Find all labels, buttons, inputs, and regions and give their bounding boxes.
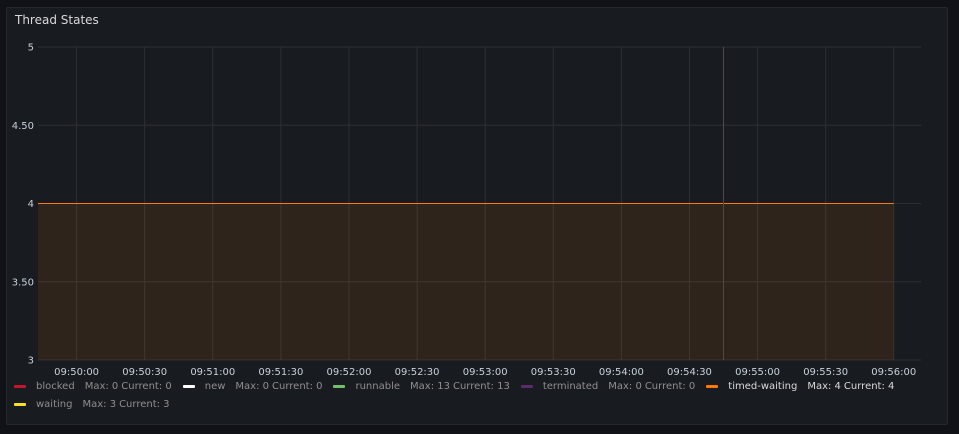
- legend-max: Max: 0: [608, 380, 642, 392]
- y-tick-label: 3.50: [12, 277, 34, 288]
- legend-item-runnable[interactable]: runnable Max: 13 Current: 13: [333, 381, 512, 392]
- legend-current: Current: 0: [644, 380, 696, 392]
- legend-swatch: [14, 402, 26, 406]
- legend-series-name: blocked: [36, 380, 75, 392]
- x-tick-label: 09:50:00: [54, 367, 99, 378]
- legend-item-timed-waiting[interactable]: timed-waiting Max: 4 Current: 4: [706, 381, 897, 392]
- legend-swatch: [706, 384, 719, 388]
- legend-series-name: runnable: [355, 380, 401, 392]
- legend-swatch: [14, 384, 26, 388]
- series-area-timed-waiting: [38, 203, 894, 360]
- legend-max: Max: 13: [410, 380, 450, 392]
- y-tick-label: 4.50: [12, 121, 34, 132]
- x-tick-label: 09:51:00: [190, 367, 235, 378]
- x-tick-label: 09:53:30: [531, 367, 576, 378]
- legend-row-2: waiting Max: 3 Current: 3: [14, 395, 934, 413]
- legend-row-1: blocked Max: 0 Current: 0 new Max: 0 Cur…: [14, 377, 934, 395]
- y-tick-label: 3: [28, 356, 34, 367]
- legend-current: Current: 13: [452, 380, 510, 392]
- legend-current: Current: 0: [121, 380, 172, 392]
- thread-states-panel: Thread States: [6, 7, 948, 425]
- legend-item-terminated[interactable]: terminated Max: 0 Current: 0: [520, 380, 698, 392]
- legend-series-name: timed-waiting: [728, 380, 798, 392]
- legend-current: Current: 0: [272, 380, 323, 392]
- x-tick-label: 09:56:00: [871, 367, 916, 378]
- x-tick-label: 09:50:30: [122, 367, 167, 378]
- chart-legend: blocked Max: 0 Current: 0 new Max: 0 Cur…: [14, 377, 934, 413]
- x-tick-label: 09:52:30: [395, 367, 440, 378]
- y-tick-label: 4: [28, 199, 34, 210]
- legend-swatch: [333, 384, 346, 388]
- x-tick-label: 09:51:30: [258, 367, 303, 378]
- legend-item-waiting[interactable]: waiting Max: 3 Current: 3: [14, 399, 173, 410]
- legend-max: Max: 0: [235, 380, 270, 392]
- legend-current: Current: 3: [119, 398, 170, 410]
- legend-max: Max: 4: [807, 380, 841, 392]
- legend-series-name: waiting: [36, 398, 73, 410]
- panel-title: Thread States: [15, 13, 99, 27]
- legend-series-name: terminated: [542, 380, 599, 392]
- legend-item-blocked[interactable]: blocked Max: 0 Current: 0: [14, 381, 175, 392]
- legend-max: Max: 3: [82, 398, 117, 410]
- legend-item-new[interactable]: new Max: 0 Current: 0: [182, 380, 326, 392]
- legend-swatch: [520, 384, 533, 388]
- x-tick-label: 09:54:30: [667, 367, 712, 378]
- x-tick-label: 09:54:00: [599, 367, 644, 378]
- legend-series-name: new: [204, 380, 226, 392]
- x-tick-label: 09:55:00: [735, 367, 780, 378]
- legend-swatch: [182, 384, 195, 388]
- x-tick-label: 09:53:00: [463, 367, 508, 378]
- x-tick-label: 09:52:00: [327, 367, 372, 378]
- x-tick-label: 09:55:30: [803, 367, 848, 378]
- y-tick-label: 5: [28, 43, 34, 54]
- legend-current: Current: 4: [843, 380, 895, 392]
- legend-max: Max: 0: [84, 380, 119, 392]
